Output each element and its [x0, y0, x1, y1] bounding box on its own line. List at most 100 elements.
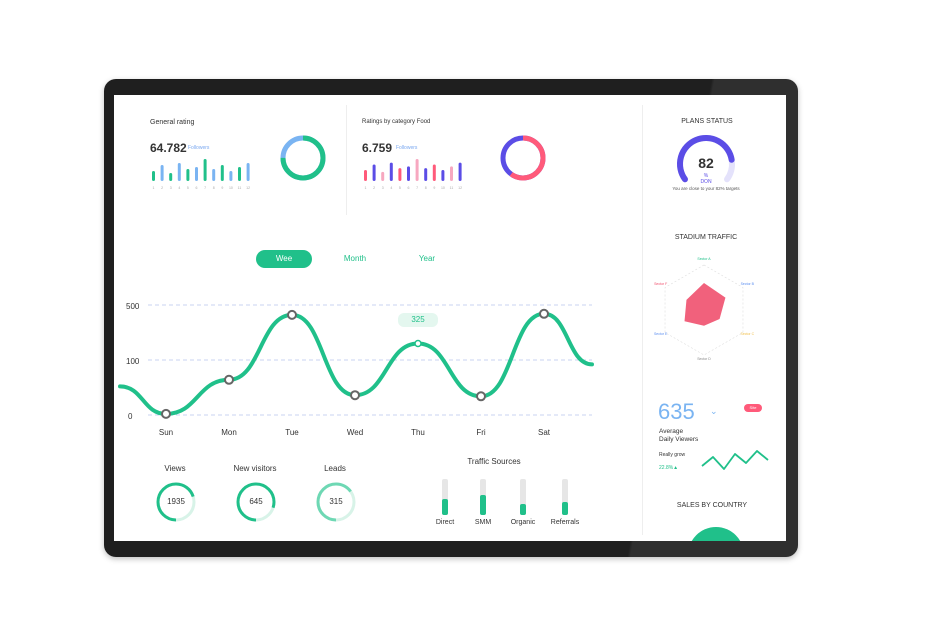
daily-viewers-value: 635: [658, 399, 695, 424]
rating-bar-tick: 9: [433, 186, 435, 190]
data-point[interactable]: [476, 391, 486, 402]
plans-status-note: You are close to your 82% targets: [672, 186, 740, 191]
tab-week[interactable]: Wee: [256, 250, 312, 268]
category-rating-donut: [500, 135, 546, 181]
y-tick-100: 100: [126, 357, 140, 366]
rating-bar: [229, 171, 233, 181]
stat-ring: [236, 482, 276, 522]
data-point[interactable]: [350, 390, 360, 401]
donut-value: [280, 135, 326, 181]
daily-viewers-badge[interactable]: Site: [744, 404, 762, 412]
rating-bar: [432, 164, 436, 181]
rating-bar-tick: 10: [441, 186, 445, 190]
traffic-bar-fill: [480, 495, 486, 515]
data-point[interactable]: [539, 308, 549, 319]
rating-bar: [398, 168, 402, 181]
rating-bar-tick: 5: [399, 186, 401, 190]
traffic-bar-track: [520, 479, 526, 515]
radar-sector-label: Sector A: [697, 257, 711, 261]
rating-bar-tick: 2: [161, 186, 163, 190]
radar-sector-label: Sector B: [741, 282, 755, 286]
x-tick-label: Sun: [158, 428, 174, 437]
rating-bar: [415, 159, 419, 181]
rating-bar-tick: 10: [229, 186, 233, 190]
plans-status-title: PLANS STATUS: [681, 118, 733, 125]
radar-sector-label: Sector E: [654, 332, 668, 336]
general-rating-bar-chart: 1 2 3 4 5 6 7 8 9 10 11 12: [152, 159, 250, 190]
data-point[interactable]: [414, 339, 422, 348]
rating-bar-tick: 4: [390, 186, 392, 190]
gauge-value: [677, 135, 735, 183]
rating-bar-tick: 11: [450, 186, 454, 190]
rating-bar-tick: 3: [170, 186, 172, 190]
divider: [346, 105, 347, 215]
stat-value: 315: [329, 497, 343, 506]
chevron-down-icon[interactable]: ⌄: [710, 406, 718, 416]
stat-value: 1935: [167, 497, 185, 506]
rating-bar-tick: 1: [365, 186, 367, 190]
general-rating-title: General rating: [150, 119, 195, 126]
traffic-bar-label: Organic: [510, 519, 536, 526]
rating-bar: [203, 159, 207, 181]
rating-bar: [152, 171, 155, 181]
traffic-bar-label: Referrals: [550, 519, 580, 526]
plans-status-gauge: [677, 135, 735, 183]
stat-ring-value: [236, 482, 276, 522]
rating-bar-tick: 2: [373, 186, 375, 190]
rating-bar-tick: 4: [178, 186, 180, 190]
rating-bar-tick: 6: [408, 186, 410, 190]
traffic-sources-title: Traffic Sources: [467, 457, 521, 466]
traffic-bar-fill: [520, 504, 526, 515]
daily-viewers-sparkline: [701, 450, 769, 470]
rating-bar: [160, 165, 164, 181]
sales-by-country-pie: [688, 527, 744, 541]
right-column-divider: [642, 105, 643, 535]
rating-bar: [246, 163, 250, 181]
weekly-line-chart: [118, 304, 594, 419]
rating-bar: [389, 162, 393, 181]
stat-title: Leads: [324, 464, 346, 473]
plans-status-unit: %: [703, 173, 709, 179]
stat-ring-value: [316, 482, 356, 522]
stat-ring-value: [156, 482, 196, 522]
rating-bar: [450, 166, 453, 181]
rating-bar: [220, 165, 224, 181]
tab-year[interactable]: Year: [418, 254, 436, 263]
x-tick-label: Thu: [411, 428, 425, 437]
traffic-bar-track: [442, 479, 448, 515]
rating-bar: [441, 170, 445, 181]
rating-bar-tick: 6: [196, 186, 198, 190]
general-rating-value: 64.782: [150, 141, 187, 155]
data-point[interactable]: [161, 408, 171, 419]
x-tick-label: Tue: [285, 428, 299, 437]
sales-by-country-title: SALES BY COUNTRY: [676, 502, 748, 509]
radar-sector-label: Sector C: [740, 332, 754, 336]
rating-bar-tick: 1: [153, 186, 155, 190]
traffic-bar-fill: [442, 499, 448, 515]
rating-bar-tick: 7: [416, 186, 418, 190]
category-rating-title: Ratings by category Food: [362, 119, 431, 125]
traffic-bar-label: SMM: [474, 519, 492, 526]
x-tick-label: Sat: [537, 428, 550, 437]
stadium-traffic-title: STADIUM TRAFFIC: [674, 234, 738, 241]
rating-bar-tick: 9: [221, 186, 223, 190]
data-point[interactable]: [287, 309, 297, 320]
traffic-bar-label: Direct: [435, 519, 455, 526]
stat-ring: [316, 482, 356, 522]
data-point[interactable]: [224, 374, 234, 385]
rating-bar: [169, 173, 173, 181]
tab-month[interactable]: Month: [343, 254, 367, 263]
stat-value: 645: [249, 497, 263, 506]
donut-value: [500, 135, 546, 181]
rating-bar: [238, 167, 241, 181]
rating-bar-tick: 12: [458, 186, 462, 190]
rating-bar: [407, 166, 410, 181]
chart-tooltip: 325: [398, 313, 438, 327]
traffic-bar-track: [480, 479, 486, 515]
rating-bar-tick: 11: [238, 186, 242, 190]
category-rating-subtitle: Followers: [396, 145, 418, 151]
rating-bar: [195, 167, 198, 181]
rating-bar: [212, 169, 216, 181]
stat-title: New visitors: [233, 464, 277, 473]
traffic-bar-fill: [562, 502, 568, 515]
